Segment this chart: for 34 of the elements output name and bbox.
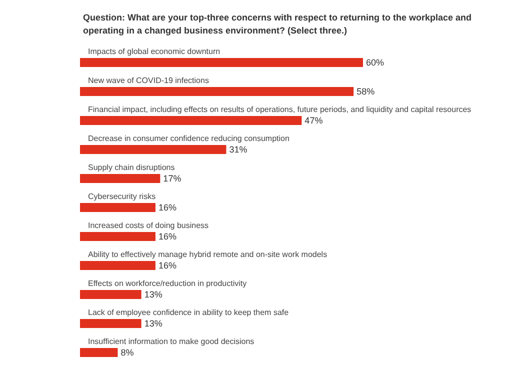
data-label: 16% <box>158 260 176 270</box>
y-tick-label: New wave of COVID-19 infections <box>88 76 209 85</box>
y-tick-label: Effects on workforce/reduction in productivity <box>88 279 247 288</box>
data-label: 13% <box>144 318 162 328</box>
bar <box>80 348 118 357</box>
data-label: 16% <box>158 202 176 212</box>
bar <box>80 232 156 241</box>
bar <box>80 203 156 212</box>
bar <box>80 290 142 299</box>
data-label: 47% <box>304 116 323 126</box>
data-label: 16% <box>158 232 176 242</box>
y-tick-label: Ability to effectively manage hybrid remote and on-site work models <box>88 250 328 259</box>
y-tick-label: Cybersecurity risks <box>88 192 156 201</box>
y-tick-label: Financial impact, including effects on results of operations, future periods, and liquidity and capital resources <box>88 105 472 114</box>
y-tick-label: Supply chain disruptions <box>88 163 175 172</box>
y-tick-label: Insufficient information to make good decisions <box>88 337 254 346</box>
bar <box>80 116 302 125</box>
y-tick-label: Increased costs of doing business <box>88 221 209 230</box>
bar <box>80 261 156 270</box>
data-label: 13% <box>144 290 162 300</box>
data-label: 60% <box>366 58 384 68</box>
bar <box>80 174 160 183</box>
y-tick-label: Decrease in consumer confidence reducing consumption <box>88 134 290 143</box>
bar <box>80 319 142 328</box>
bar <box>80 58 363 67</box>
data-label: 17% <box>163 174 182 184</box>
y-tick-label: Impacts of global economic downturn <box>88 47 220 56</box>
bar <box>80 145 226 154</box>
data-label: 58% <box>356 86 375 96</box>
bar <box>80 87 354 96</box>
data-label: 8% <box>120 348 134 358</box>
data-label: 31% <box>229 144 248 154</box>
chart-title: Question: What are your top-three concerns with respect to returning to the workplace and operating in a changed business environment? (Select three.) <box>83 12 474 36</box>
y-tick-label: Lack of employee confidence in ability to keep them safe <box>88 308 290 317</box>
